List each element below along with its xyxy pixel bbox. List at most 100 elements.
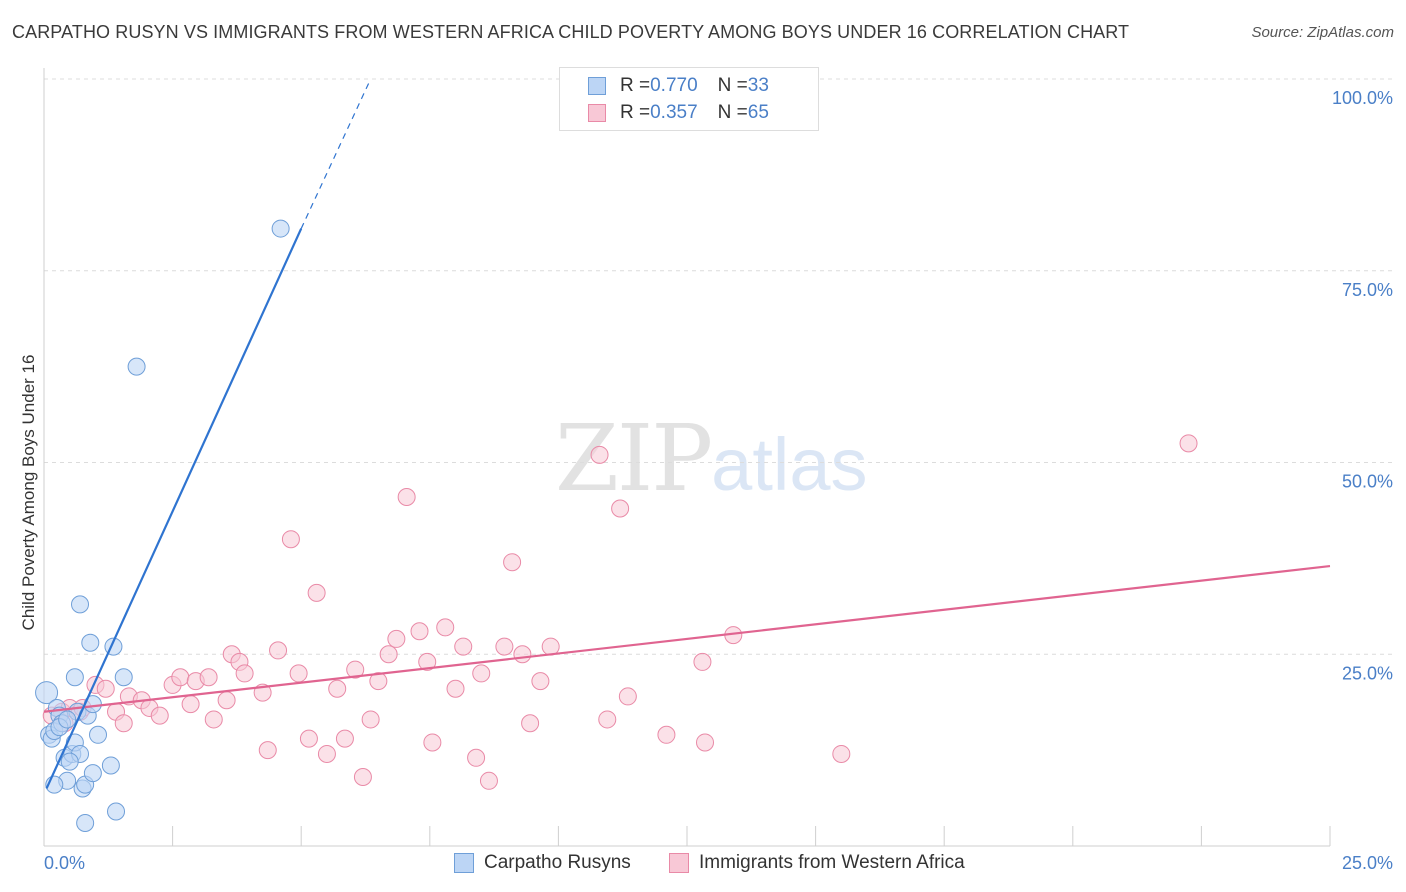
data-point-immigrants	[379, 645, 398, 664]
data-point-immigrants	[387, 629, 406, 648]
bottom-legend-swatch-pink	[669, 853, 689, 873]
data-point-immigrants	[114, 714, 133, 733]
legend-row-carpatho: R = 0.770 N = 33	[588, 73, 769, 99]
data-point-carpatho	[81, 633, 100, 652]
data-point-carpatho	[127, 357, 146, 376]
chart-title: CARPATHO RUSYN VS IMMIGRANTS FROM WESTER…	[12, 22, 1130, 42]
data-point-immigrants	[353, 767, 372, 786]
data-point-immigrants	[472, 664, 491, 683]
tick-labels: 25.0% 50.0% 75.0% 100.0% 0.0% 25.0%	[44, 88, 1393, 873]
data-point-immigrants	[531, 672, 550, 691]
data-point-immigrants	[289, 664, 308, 683]
legend-swatch-blue	[588, 77, 606, 95]
data-point-immigrants	[467, 748, 486, 767]
bottom-legend-label: Carpatho Rusyns	[484, 852, 631, 873]
gridlines	[44, 78, 1392, 655]
data-point-immigrants	[1179, 434, 1198, 453]
data-point-carpatho	[58, 710, 77, 729]
legend-n-label: N =	[717, 75, 748, 96]
data-point-immigrants	[328, 679, 347, 698]
legend-row-immigrants: R = 0.357 N = 65	[588, 100, 769, 126]
legend-n-label: N =	[717, 102, 748, 123]
series-carpatho-rusyns	[35, 219, 290, 832]
legend-r-label: R =	[620, 102, 651, 123]
data-point-immigrants	[269, 641, 288, 660]
data-point-immigrants	[693, 652, 712, 671]
data-point-carpatho	[114, 668, 133, 687]
axes	[43, 68, 1331, 847]
legend-r-value: 0.357	[650, 102, 698, 123]
data-point-immigrants	[696, 733, 715, 752]
data-point-immigrants	[199, 668, 218, 687]
data-point-immigrants	[598, 710, 617, 729]
data-point-carpatho	[107, 802, 126, 821]
data-point-carpatho	[71, 595, 90, 614]
trend-line-carpatho	[45, 228, 303, 789]
data-point-immigrants	[446, 679, 465, 698]
data-point-immigrants	[454, 637, 473, 656]
data-point-immigrants	[410, 622, 429, 641]
y-tick-label: 50.0%	[1342, 472, 1393, 492]
legend-r-label: R =	[620, 75, 651, 96]
y-tick-label: 75.0%	[1342, 280, 1393, 300]
data-point-immigrants	[618, 687, 637, 706]
data-point-immigrants	[317, 744, 336, 763]
data-point-immigrants	[361, 710, 380, 729]
trend-lines	[43, 78, 1331, 789]
y-tick-label: 25.0%	[1342, 663, 1393, 683]
data-point-immigrants	[150, 706, 169, 725]
legend: R = 0.770 N = 33 R = 0.357 N = 65	[559, 67, 819, 131]
data-point-immigrants	[369, 672, 388, 691]
data-point-immigrants	[423, 733, 442, 752]
data-point-immigrants	[335, 729, 354, 748]
data-point-immigrants	[418, 652, 437, 671]
y-axis-label: Child Poverty Among Boys Under 16	[19, 355, 38, 631]
data-point-immigrants	[171, 668, 190, 687]
bottom-legend-immigrants: Immigrants from Western Africa	[669, 852, 965, 874]
legend-n-value: 65	[747, 102, 769, 123]
data-point-carpatho	[271, 219, 290, 238]
bottom-legend-label: Immigrants from Western Africa	[699, 852, 965, 873]
data-point-immigrants	[346, 660, 365, 679]
data-point-immigrants	[611, 499, 630, 518]
data-point-carpatho	[35, 681, 59, 705]
data-point-immigrants	[541, 637, 560, 656]
series-immigrants-western-africa	[42, 434, 1198, 790]
data-point-carpatho	[101, 756, 120, 775]
data-point-immigrants	[204, 710, 223, 729]
data-point-carpatho	[65, 668, 84, 687]
data-point-immigrants	[513, 645, 532, 664]
data-point-immigrants	[217, 691, 236, 710]
legend-r-value: 0.770	[650, 75, 698, 96]
data-point-immigrants	[590, 445, 609, 464]
data-point-immigrants	[521, 714, 540, 733]
data-point-immigrants	[258, 741, 277, 760]
trend-line-carpatho-extension	[300, 78, 372, 229]
data-point-immigrants	[181, 695, 200, 714]
data-point-carpatho	[60, 752, 79, 771]
data-point-immigrants	[281, 530, 300, 549]
data-point-immigrants	[657, 725, 676, 744]
bottom-legend-swatch-blue	[454, 853, 474, 873]
bottom-legend-carpatho: Carpatho Rusyns	[454, 852, 631, 874]
data-point-immigrants	[299, 729, 318, 748]
data-point-immigrants	[307, 583, 326, 602]
data-point-carpatho	[83, 764, 102, 783]
data-point-immigrants	[832, 744, 851, 763]
legend-swatch-pink	[588, 104, 606, 122]
bottom-legend: Carpatho Rusyns Immigrants from Western …	[0, 852, 1406, 878]
data-point-carpatho	[89, 725, 108, 744]
x-tick-label: 25.0%	[1342, 853, 1393, 873]
x-tick-label: 0.0%	[44, 853, 85, 873]
legend-n-value: 33	[747, 75, 769, 96]
data-point-immigrants	[495, 637, 514, 656]
data-point-immigrants	[503, 553, 522, 572]
data-point-immigrants	[436, 618, 455, 637]
data-point-immigrants	[235, 664, 254, 683]
source-label: Source: ZipAtlas.com	[1251, 24, 1394, 41]
data-point-carpatho	[76, 813, 95, 832]
data-point-immigrants	[397, 488, 416, 507]
data-point-immigrants	[479, 771, 498, 790]
trend-line-immigrants	[43, 564, 1331, 713]
